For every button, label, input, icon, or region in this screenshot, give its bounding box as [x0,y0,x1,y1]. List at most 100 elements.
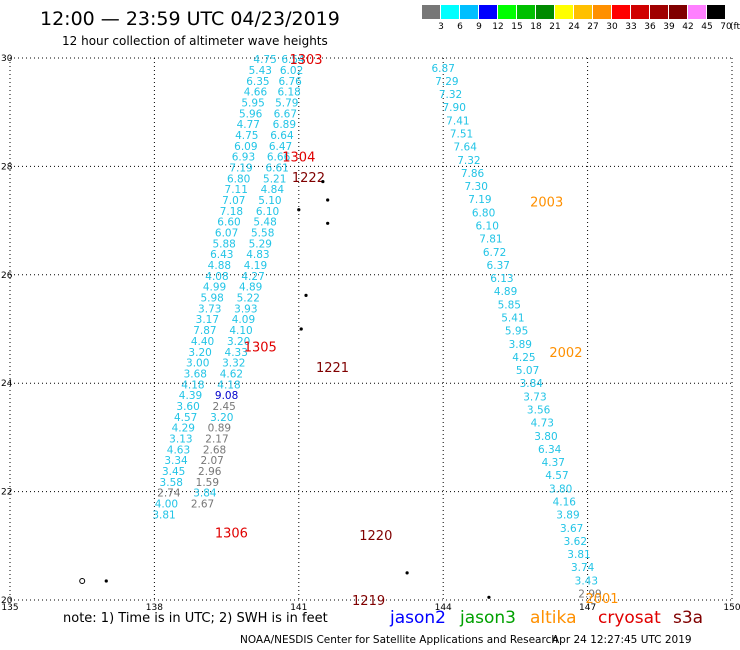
legend-swatch-30 [593,5,612,19]
legend-swatch-12 [479,5,498,19]
track-value: 6.18 [277,87,300,99]
track-value: 7.81 [479,234,502,246]
track-value: 5.10 [258,195,281,207]
track-value: 4.09 [232,314,255,326]
track-value: 3.13 [169,433,192,445]
track-value: 3.84 [193,488,217,500]
track-value: 4.66 [244,87,268,99]
track-value: 3.73 [523,391,546,403]
lon-tick-144: 144 [435,603,452,610]
legend-swatch-39 [650,5,669,19]
satellite-jason2: jason2 [390,608,446,628]
satellite-jason3: jason3 [460,608,516,628]
track-value: 7.30 [465,181,488,193]
legend-label-42: 42 [682,22,694,32]
satellite-altika: altika [530,608,577,628]
legend-swatch-33 [612,5,631,19]
island-dot [297,208,301,212]
track-value: 6.09 [234,141,257,153]
track-value: 3.89 [509,339,532,351]
track-value: 3.68 [184,368,207,380]
footer-credit: NOAA/NESDIS Center for Satellite Applica… [240,634,558,646]
satellite-s3a: s3a [673,608,704,628]
track-value: 6.93 [232,152,255,164]
track-value: 7.07 [222,195,245,207]
legend-swatch-6 [441,5,460,19]
legend-swatch-3 [422,5,441,19]
track-value: 2.45 [212,401,235,413]
legend-label-6: 6 [457,22,463,32]
track-value: 9.08 [215,390,238,402]
track-value: 5.95 [505,326,528,338]
legend-swatch-15 [498,5,517,19]
track-value: 2.74 [157,488,181,500]
lat-tick-20: 20 [1,596,13,606]
track-value: 4.39 [179,390,202,402]
island-dot [304,293,308,297]
track-value: 4.75 [235,130,258,142]
track-value: 3.74 [571,562,595,574]
lon-tick-147: 147 [579,603,596,610]
track-value: 4.29 [172,423,195,435]
track-value: 6.60 [217,217,240,229]
track-value: 4.57 [174,412,197,424]
track-value: 2.67 [191,499,214,511]
track-value: 5.79 [275,97,298,109]
legend-swatch-18 [517,5,536,19]
track-value: 6.72 [483,247,506,259]
track-value: 3.73 [198,303,221,315]
track-value: 3.00 [186,358,209,370]
track-value: 3.20 [210,412,233,424]
legend-swatch-9 [460,5,479,19]
lon-tick-141: 141 [290,603,307,610]
time-label-2003: 2003 [530,196,563,211]
track-value: 4.19 [244,260,267,272]
track-value: 5.07 [516,365,539,377]
track-value: 5.22 [237,293,260,305]
track-value: 5.95 [241,97,264,109]
island-dot [326,198,330,202]
lon-tick-150: 150 [723,603,740,610]
track-value: 3.67 [560,523,583,535]
track-value: 7.51 [450,128,473,140]
track-value: 6.13 [490,273,513,285]
legend-label-27: 27 [587,22,599,32]
track-value: 7.87 [193,325,216,337]
track-value: 6.35 [246,76,269,88]
track-value: 7.11 [225,184,248,196]
track-value: 7.90 [443,102,466,114]
legend-label-24: 24 [568,22,580,32]
time-label-1305: 1305 [244,340,277,355]
legend-swatch-70 [707,5,726,19]
track-value: 6.10 [256,206,279,218]
lat-tick-28: 28 [1,162,13,172]
track-value: 3.81 [567,549,590,561]
track-value: 4.63 [167,444,190,456]
track-value: 6.80 [227,173,250,185]
legend-label-70: 70 [720,22,732,32]
track-value: 3.20 [188,347,211,359]
time-label-1221: 1221 [316,361,349,376]
track-value: 4.08 [205,271,228,283]
track-value: 6.54 [281,54,305,66]
track-value: 6.61 [265,162,288,174]
track-value: 5.96 [239,108,263,120]
track-value: 7.32 [439,89,462,101]
legend-label-15: 15 [511,22,523,32]
track-value: 5.43 [249,65,272,77]
track-value: 4.37 [542,457,565,469]
track-value: 6.89 [273,119,296,131]
legend-swatch-42 [669,5,688,19]
track-value: 4.88 [208,260,231,272]
track-value: 5.29 [249,238,272,250]
map-subtitle: 12 hour collection of altimeter wave hei… [62,34,328,48]
lat-tick-22: 22 [1,488,12,498]
track-value: 3.89 [556,510,579,522]
track-value: 6.66 [267,152,291,164]
track-value: 3.81 [152,509,175,521]
track-value: 4.27 [241,271,264,283]
time-label-2002: 2002 [549,346,582,361]
track-value: 7.19 [229,162,252,174]
track-value: 7.64 [454,142,478,154]
track-value: 4.33 [225,347,248,359]
